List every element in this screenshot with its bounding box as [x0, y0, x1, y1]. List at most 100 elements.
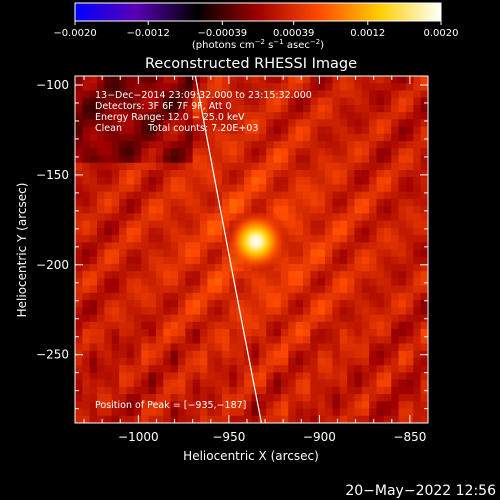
image-pixel [170, 263, 179, 272]
image-pixel [222, 307, 230, 315]
image-pixel [258, 198, 267, 207]
image-pixel [155, 343, 164, 352]
image-pixel [148, 162, 157, 171]
image-pixel [413, 169, 422, 178]
image-pixel [148, 365, 157, 373]
image-pixel [332, 394, 341, 402]
image-pixel [332, 83, 341, 91]
image-pixel [155, 112, 164, 120]
image-pixel [310, 220, 319, 229]
image-pixel [200, 177, 208, 185]
image-pixel [420, 278, 428, 287]
image-pixel [133, 148, 142, 156]
image-pixel [391, 271, 399, 279]
image-pixel [361, 90, 370, 99]
image-pixel [273, 83, 282, 91]
image-pixel [222, 278, 230, 287]
image-pixel [376, 372, 385, 381]
image-pixel [126, 271, 135, 279]
image-pixel [104, 133, 113, 142]
image-pixel [295, 112, 304, 120]
image-pixel [251, 329, 260, 337]
image-pixel [185, 379, 194, 388]
image-pixel [266, 343, 274, 352]
image-pixel [273, 408, 282, 417]
image-pixel [383, 148, 392, 156]
image-pixel [251, 148, 260, 156]
image-pixel [361, 213, 370, 221]
image-pixel [302, 126, 311, 135]
image-pixel [148, 220, 157, 229]
image-pixel [185, 191, 194, 200]
image-pixel [229, 83, 238, 91]
image-pixel [325, 357, 333, 366]
image-pixel [244, 394, 252, 402]
image-pixel [398, 329, 407, 337]
image-pixel [317, 365, 326, 373]
image-pixel [288, 184, 297, 193]
image-pixel [266, 191, 274, 200]
image-pixel [155, 191, 164, 200]
image-pixel [141, 263, 149, 272]
image-pixel [310, 141, 319, 149]
image-pixel [288, 83, 297, 91]
image-pixel [398, 372, 407, 381]
image-pixel [148, 343, 157, 352]
image-pixel [251, 300, 260, 308]
image-pixel [310, 148, 319, 156]
image-pixel [347, 198, 355, 207]
image-pixel [75, 357, 83, 366]
image-pixel [295, 177, 304, 185]
image-pixel [133, 119, 142, 128]
image-pixel [200, 278, 208, 287]
image-pixel [214, 357, 223, 366]
image-pixel [126, 155, 135, 164]
image-pixel [288, 314, 297, 323]
image-pixel [104, 408, 113, 417]
image-pixel [192, 278, 201, 287]
image-pixel [376, 292, 385, 301]
image-pixel [376, 191, 385, 200]
image-pixel [302, 249, 311, 258]
image-pixel [177, 220, 186, 229]
image-pixel [391, 104, 399, 113]
image-pixel [185, 408, 194, 417]
image-pixel [266, 300, 274, 308]
image-pixel [310, 83, 319, 91]
image-pixel [420, 336, 428, 344]
image-pixel [383, 386, 392, 395]
image-pixel [207, 235, 216, 243]
image-pixel [391, 365, 399, 373]
image-pixel [133, 307, 142, 315]
image-pixel [82, 249, 91, 258]
image-pixel [391, 357, 399, 366]
image-pixel [369, 292, 377, 301]
image-pixel [413, 141, 422, 149]
image-pixel [155, 184, 164, 193]
image-pixel [266, 408, 274, 417]
image-pixel [325, 76, 333, 84]
image-pixel [192, 119, 201, 128]
info-text: 13−Dec−2014 23:09:32.000 to 23:15:32.000… [95, 90, 312, 134]
image-pixel [133, 220, 142, 229]
image-pixel [104, 169, 113, 178]
image-pixel [332, 372, 341, 381]
image-pixel [155, 256, 164, 265]
image-pixel [177, 97, 186, 106]
image-pixel [302, 177, 311, 185]
image-pixel [214, 365, 223, 373]
y-axis-label: Heliocentric Y (arcsec) [15, 183, 29, 318]
image-pixel [339, 133, 348, 142]
image-pixel [413, 278, 422, 287]
x-axis-label: Heliocentric X (arcsec) [183, 449, 319, 463]
image-pixel [222, 191, 230, 200]
image-pixel [244, 148, 252, 156]
image-pixel [302, 365, 311, 373]
image-pixel [222, 357, 230, 366]
image-pixel [413, 235, 422, 243]
image-pixel [258, 336, 267, 344]
image-pixel [391, 292, 399, 301]
image-pixel [405, 191, 414, 200]
image-pixel [192, 141, 201, 149]
image-pixel [214, 126, 223, 135]
